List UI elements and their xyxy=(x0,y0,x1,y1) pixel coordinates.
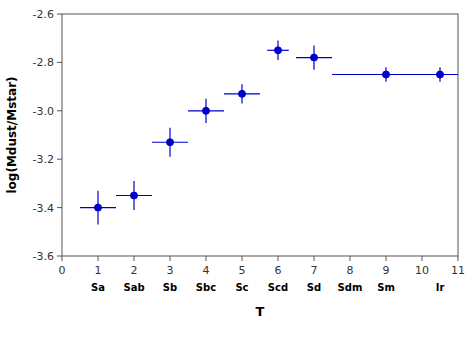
y-axis-label: log(Mdust/Mstar) xyxy=(5,76,19,193)
point xyxy=(131,192,138,199)
x-tick-label: 6 xyxy=(275,264,282,277)
x-tick xyxy=(170,256,171,261)
y-tick xyxy=(57,14,62,15)
y-tick-label: -3.0 xyxy=(33,105,54,118)
x-tick xyxy=(386,256,387,261)
point xyxy=(167,139,174,146)
morph-label: Sb xyxy=(163,282,177,293)
x-tick-label: 10 xyxy=(415,264,429,277)
x-tick xyxy=(62,256,63,261)
morph-label: Sm xyxy=(377,282,395,293)
x-tick-label: 2 xyxy=(131,264,138,277)
y-tick-label: -3.4 xyxy=(33,202,54,215)
morph-label: Ir xyxy=(436,282,445,293)
morph-label: Sa xyxy=(91,282,105,293)
x-tick xyxy=(206,256,207,261)
plot-frame xyxy=(62,14,458,256)
x-tick xyxy=(242,256,243,261)
chart: 0 1 2 3 4 5 6 7 8 9 10 11 -3.6 -3.4 -3.2 -3.0 -2.8 -2.6 Sa… xyxy=(0,0,474,338)
x-tick-label: 5 xyxy=(239,264,246,277)
point xyxy=(383,71,390,78)
point xyxy=(95,204,102,211)
data-points xyxy=(80,41,458,225)
morph-label: Sc xyxy=(235,282,248,293)
x-tick-label: 0 xyxy=(59,264,66,277)
x-tick xyxy=(134,256,135,261)
y-tick xyxy=(57,110,62,111)
x-tick-label: 3 xyxy=(167,264,174,277)
x-tick xyxy=(350,256,351,261)
point xyxy=(203,107,210,114)
x-tick xyxy=(422,256,423,261)
x-tick-label: 8 xyxy=(347,264,354,277)
y-tick-label: -2.8 xyxy=(33,56,54,69)
y-tick xyxy=(57,159,62,160)
morph-label: Sd xyxy=(307,282,321,293)
x-axis-label: T xyxy=(256,304,265,319)
x-tick-label: 1 xyxy=(95,264,102,277)
x-tick xyxy=(458,256,459,261)
point xyxy=(239,90,246,97)
x-tick xyxy=(98,256,99,261)
y-tick xyxy=(57,62,62,63)
morph-label: Sdm xyxy=(338,282,363,293)
point xyxy=(275,47,282,54)
morph-label: Sbc xyxy=(196,282,216,293)
x-tick-label: 4 xyxy=(203,264,210,277)
point xyxy=(311,54,318,61)
x-tick xyxy=(278,256,279,261)
x-tick-label: 9 xyxy=(383,264,390,277)
y-tick-label: -3.6 xyxy=(33,250,54,263)
y-tick-label: -2.6 xyxy=(33,8,54,21)
point xyxy=(437,71,444,78)
y-tick xyxy=(57,256,62,257)
y-tick xyxy=(57,207,62,208)
morph-label: Scd xyxy=(268,282,288,293)
axes: 0 1 2 3 4 5 6 7 8 9 10 11 -3.6 -3.4 -3.2 -3.0 -2.8 -2.6 xyxy=(33,8,465,277)
x-tick xyxy=(314,256,315,261)
y-tick-label: -3.2 xyxy=(33,153,54,166)
x-tick-label: 11 xyxy=(451,264,465,277)
x-tick-label: 7 xyxy=(311,264,318,277)
morph-label: Sab xyxy=(123,282,144,293)
